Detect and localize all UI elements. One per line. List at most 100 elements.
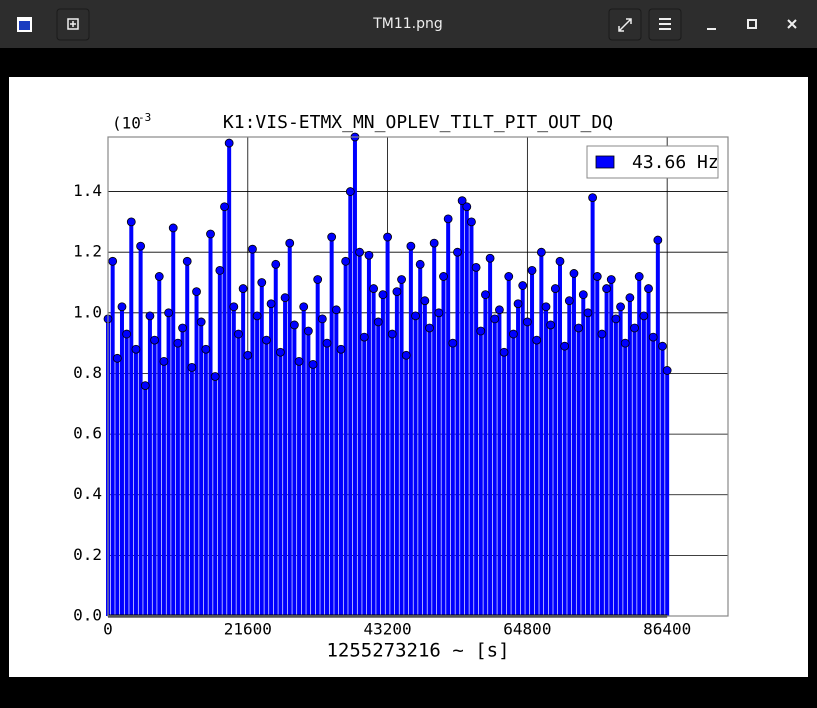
stem-marker xyxy=(187,363,197,372)
x-axis-label: 1255273216 ~ [s] xyxy=(326,640,509,662)
stem-marker xyxy=(126,217,136,227)
stem-marker xyxy=(653,235,663,245)
y-tick-label: 0.0 xyxy=(73,606,102,625)
stem-marker xyxy=(327,232,337,242)
stem-marker xyxy=(420,296,430,306)
stem-marker xyxy=(560,341,570,351)
close-button[interactable] xyxy=(787,19,797,29)
stem-marker xyxy=(453,247,462,257)
stem-marker xyxy=(173,338,183,348)
stem-marker xyxy=(406,241,416,251)
stem-marker xyxy=(112,353,122,363)
stem-marker xyxy=(592,272,602,281)
stem-marker xyxy=(644,284,653,293)
stem-marker xyxy=(546,320,556,330)
axes-frame xyxy=(107,136,729,617)
stem-marker xyxy=(220,202,229,212)
stem-marker xyxy=(648,332,658,342)
stem-marker xyxy=(262,335,271,345)
stem-marker xyxy=(401,350,411,360)
stem-marker xyxy=(611,314,621,324)
stem-marker xyxy=(602,284,611,293)
stem-marker xyxy=(658,341,667,351)
stem-marker xyxy=(150,335,159,345)
y-tick-label: 0.2 xyxy=(73,545,102,564)
stem-marker xyxy=(513,299,523,309)
y-tick-label: 0.4 xyxy=(73,484,102,503)
stem-marker xyxy=(243,350,253,360)
stem-marker xyxy=(434,308,444,318)
stem-marker xyxy=(234,329,243,339)
new-icon xyxy=(67,18,79,30)
stem-marker xyxy=(294,356,304,366)
stem-marker xyxy=(378,290,388,300)
stem-marker xyxy=(215,265,225,275)
stem-marker xyxy=(164,308,173,318)
stem-marker xyxy=(536,247,546,257)
stem-marker xyxy=(266,299,276,309)
stem-marker xyxy=(369,284,379,293)
maximize-button[interactable] xyxy=(747,19,757,29)
stem-marker xyxy=(495,305,504,315)
y-tick-label: 0.6 xyxy=(73,424,102,443)
y-tick-label: 1.2 xyxy=(73,242,102,261)
stem-marker xyxy=(196,317,206,327)
stem-marker xyxy=(662,366,672,375)
stem-marker xyxy=(303,326,313,336)
stem-marker xyxy=(271,259,281,269)
stem-marker xyxy=(238,284,248,293)
stem-marker xyxy=(630,323,639,333)
stem-marker xyxy=(583,308,593,318)
scale-label: (10 xyxy=(112,114,141,133)
stem-marker xyxy=(168,223,178,233)
stem-marker xyxy=(467,217,476,227)
stem-marker xyxy=(532,335,542,345)
stem-marker xyxy=(154,272,164,281)
stem-marker xyxy=(462,202,472,212)
stem-marker xyxy=(336,344,346,354)
stem-marker xyxy=(140,381,150,390)
stem-marker xyxy=(439,272,448,281)
x-tick-label: 86400 xyxy=(643,620,691,639)
legend-swatch xyxy=(595,155,615,169)
x-tick-label: 43200 xyxy=(363,620,411,639)
stem-marker xyxy=(210,372,220,381)
stem-marker xyxy=(639,311,649,321)
stem-marker xyxy=(122,329,132,339)
stem-marker xyxy=(145,311,155,321)
stem-marker xyxy=(131,344,141,354)
stem-marker xyxy=(373,317,383,327)
stem-marker xyxy=(299,302,309,312)
stem-marker xyxy=(616,302,625,312)
stem-marker xyxy=(499,347,509,357)
stem-marker xyxy=(597,329,607,339)
stem-marker xyxy=(322,338,332,348)
stem-marker xyxy=(457,196,467,206)
stem-marker xyxy=(508,329,518,339)
y-tick-label: 0.8 xyxy=(73,363,102,382)
stem-marker xyxy=(285,238,295,248)
stem-marker xyxy=(289,320,299,330)
y-tick-label: 1.0 xyxy=(73,302,102,321)
stem-marker xyxy=(313,275,323,284)
stem-marker xyxy=(485,253,495,263)
stem-marker xyxy=(317,314,327,324)
stem-marker xyxy=(331,305,341,315)
stem-marker xyxy=(541,302,551,312)
fullscreen-icon xyxy=(618,18,632,32)
stem-marker xyxy=(564,296,574,306)
stem-marker xyxy=(588,193,598,203)
stem-marker xyxy=(476,326,486,336)
stem-marker xyxy=(425,323,434,333)
stem-marker xyxy=(411,311,420,321)
x-tick-label: 21600 xyxy=(224,620,272,639)
stem-marker xyxy=(620,338,630,348)
stem-marker xyxy=(252,311,262,321)
stem-marker xyxy=(341,256,351,266)
stem-marker xyxy=(308,359,318,369)
stem-marker xyxy=(280,293,290,303)
legend-label: 43.66 Hz xyxy=(632,152,719,173)
stem-marker xyxy=(443,214,453,224)
chart-title: K1:VIS-ETMX_MN_OPLEV_TILT_PIT_OUT_DQ xyxy=(223,112,613,133)
stem-marker xyxy=(392,287,402,297)
